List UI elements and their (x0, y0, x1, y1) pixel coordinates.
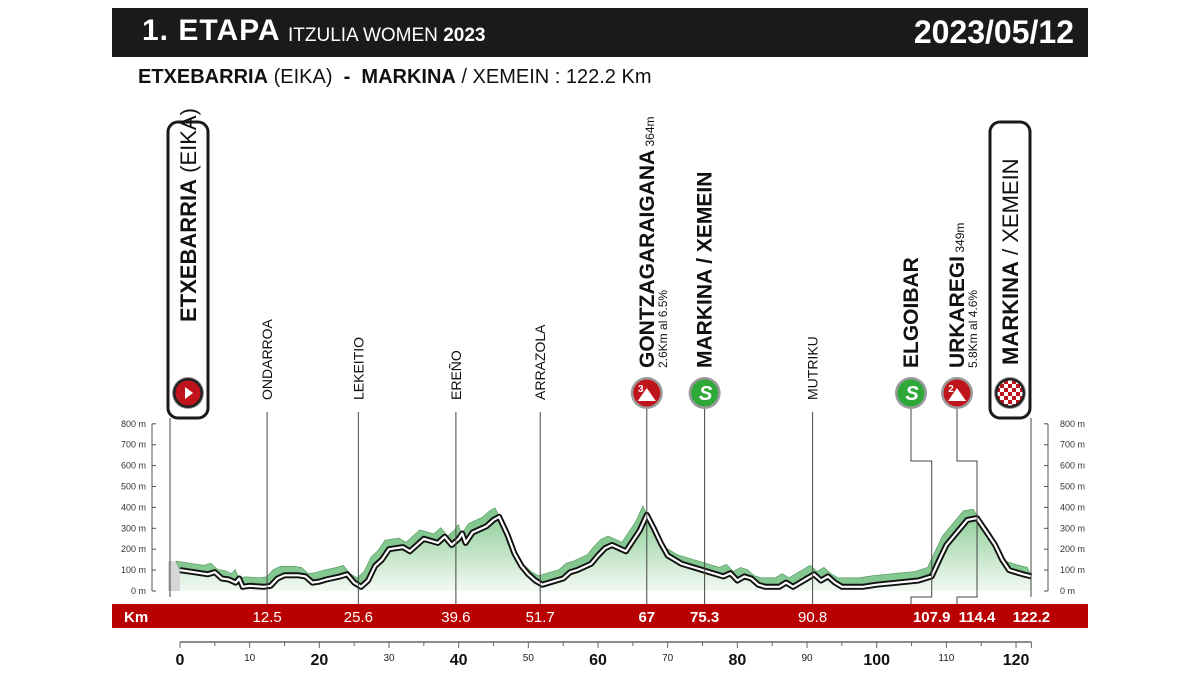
sprint-letter: S (699, 383, 713, 405)
waypoint-label: ONDARROA (259, 318, 275, 400)
x-tick-label-minor: 70 (662, 653, 674, 664)
x-tick-label-minor: 30 (383, 653, 395, 664)
start-icon (172, 377, 204, 409)
y-tick-label: 600 m (121, 461, 146, 471)
km-marker-label: 51.7 (526, 609, 555, 626)
x-tick-label-minor: 110 (938, 653, 954, 664)
waypoint-label: LEKEITIO (350, 337, 366, 400)
km-marker-label: 67 (638, 609, 655, 626)
km-marker-label: 39.6 (441, 609, 470, 626)
climb-detail: 2.6Km al 6.5% (656, 290, 670, 368)
climb-category: 2 (948, 384, 954, 395)
x-tick-label-minor: 10 (244, 653, 256, 664)
start-label: ETXEBARRIA (EIKA) (176, 108, 201, 322)
start-label-detail: (EIKA) (176, 108, 201, 179)
mountain-icon (948, 388, 966, 401)
waypoint-label: MARKINA / XEMEIN (694, 172, 717, 368)
y-tick-label: 800 m (1060, 419, 1085, 429)
x-tick-label-major: 40 (450, 652, 468, 669)
x-tick-label-major: 80 (728, 652, 746, 669)
km-marker-label: 90.8 (798, 609, 827, 626)
finish-label-detail: / XEMEIN (998, 158, 1023, 261)
y-tick-label: 200 m (1060, 544, 1085, 554)
x-tick-label-major: 0 (176, 652, 185, 669)
sprint-icon-bg (897, 379, 925, 407)
km-marker-label: 12.5 (252, 609, 281, 626)
km-bar-label: Km (124, 609, 148, 626)
y-tick-label: 100 m (121, 565, 146, 575)
y-tick-label: 400 m (1060, 502, 1085, 512)
climb-altitude: 364m (643, 116, 657, 149)
route-subtitle: ETXEBARRIA (EIKA) - MARKINA / XEMEIN : 1… (138, 66, 651, 89)
y-tick-label: 0 m (131, 586, 146, 596)
y-tick-label: 500 m (1060, 482, 1085, 492)
route-finish-detail: / XEMEIN : 122.2 Km (461, 66, 652, 88)
km-marker-label: 122.2 (1013, 609, 1051, 626)
finish-box (988, 120, 1032, 420)
y-tick-label: 300 m (1060, 523, 1085, 533)
sprint-icon-bg (691, 379, 719, 407)
y-tick-label: 600 m (1060, 461, 1085, 471)
waypoint-label: URKAREGI 349m (946, 223, 969, 368)
x-tick-label-minor: 90 (801, 653, 813, 664)
km-marker-label: 114.4 (959, 609, 996, 626)
waypoint-label: EREÑO (448, 350, 464, 400)
km-marker-label: 107.9 (913, 609, 951, 626)
route-start-detail: (EIKA) (273, 66, 333, 88)
km-marker-label: 75.3 (690, 609, 719, 626)
y-tick-label: 100 m (1060, 565, 1085, 575)
finish-label: MARKINA / XEMEIN (998, 158, 1023, 365)
y-tick-label: 700 m (121, 440, 146, 450)
climb-category-2-icon: 2 (941, 377, 973, 409)
y-tick-label: 300 m (121, 523, 146, 533)
x-tick-label-major: 60 (589, 652, 607, 669)
climb-category-3-icon: 3 (630, 377, 663, 409)
profile-area (180, 514, 1032, 591)
finish-icon (994, 377, 1026, 409)
x-tick-label-major: 120 (1003, 652, 1030, 669)
x-tick-label-minor: 50 (523, 653, 535, 664)
climb-category: 3 (638, 384, 644, 395)
y-tick-label: 200 m (121, 544, 146, 554)
sprint-letter: S (905, 383, 919, 405)
climb-detail: 5.8Km al 4.6% (966, 290, 980, 368)
race-year: 2023 (443, 25, 486, 46)
waypoint-label: ELGOIBAR (900, 257, 923, 368)
sprint-icon: S (895, 377, 927, 409)
route-start: ETXEBARRIA (138, 66, 269, 88)
climb-altitude: 349m (953, 223, 967, 256)
waypoint-label: MUTRIKU (805, 336, 821, 400)
y-tick-label: 500 m (121, 482, 146, 492)
y-tick-label: 400 m (121, 502, 146, 512)
play-icon (185, 387, 193, 399)
x-tick-label-major: 20 (310, 652, 328, 669)
start-box (166, 120, 210, 420)
checkered-flag-icon (997, 380, 1023, 406)
waypoint-label: GONTZAGARAIGANA 364m (636, 116, 659, 368)
y-tick-label: 800 m (121, 419, 146, 429)
profile-road-line (179, 513, 1032, 588)
stage-date: 2023/05/12 (913, 14, 1074, 50)
y-tick-label: 700 m (1060, 440, 1085, 450)
y-tick-label: 0 m (1060, 586, 1075, 596)
mountain-icon (637, 388, 656, 401)
stage-number: 1. ETAPA (142, 14, 281, 47)
race-title: ITZULIA WOMEN (288, 25, 438, 46)
x-tick-label-major: 100 (863, 652, 890, 669)
waypoint-line (910, 409, 933, 604)
stage-header: 1. ETAPA ITZULIA WOMEN 2023 2023/05/12 (112, 8, 1088, 57)
waypoint-label: ARRAZOLA (532, 324, 548, 400)
waypoint-line (956, 409, 978, 604)
route-finish: MARKINA (361, 66, 456, 88)
race-name: ITZULIA WOMEN 2023 (288, 25, 485, 47)
route-separator: - (343, 66, 351, 88)
km-bar (112, 604, 1088, 628)
km-marker-label: 25.6 (344, 609, 373, 626)
sprint-icon: S (688, 377, 721, 409)
